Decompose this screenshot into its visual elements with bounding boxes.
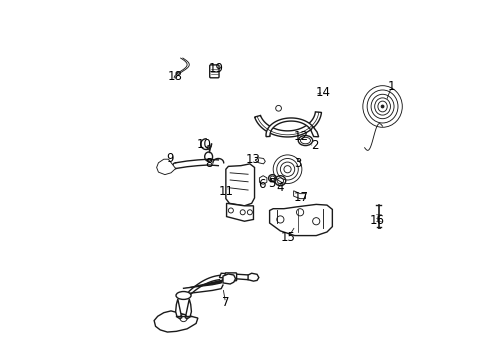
Circle shape bbox=[380, 105, 383, 108]
Polygon shape bbox=[156, 159, 175, 175]
Polygon shape bbox=[154, 311, 198, 332]
Text: 7: 7 bbox=[221, 296, 229, 309]
Text: 17: 17 bbox=[293, 191, 308, 204]
Text: 12: 12 bbox=[293, 130, 308, 144]
Polygon shape bbox=[310, 127, 318, 137]
Polygon shape bbox=[223, 274, 235, 284]
Polygon shape bbox=[265, 118, 314, 137]
FancyBboxPatch shape bbox=[209, 65, 219, 78]
Polygon shape bbox=[219, 273, 249, 280]
Text: 10: 10 bbox=[196, 138, 211, 150]
Text: 14: 14 bbox=[315, 86, 330, 99]
Polygon shape bbox=[185, 299, 191, 319]
Text: 1: 1 bbox=[387, 80, 394, 93]
Polygon shape bbox=[293, 191, 305, 199]
FancyBboxPatch shape bbox=[224, 273, 236, 281]
Text: 18: 18 bbox=[167, 69, 183, 82]
Polygon shape bbox=[225, 164, 254, 206]
Text: 16: 16 bbox=[369, 214, 384, 227]
Text: 19: 19 bbox=[208, 62, 223, 75]
Polygon shape bbox=[255, 158, 265, 164]
Text: 3: 3 bbox=[293, 157, 301, 170]
Text: 9: 9 bbox=[166, 152, 173, 165]
Text: 8: 8 bbox=[204, 157, 212, 170]
Text: 2: 2 bbox=[310, 139, 318, 152]
Polygon shape bbox=[254, 112, 321, 137]
Polygon shape bbox=[226, 203, 253, 221]
Text: 4: 4 bbox=[275, 181, 283, 194]
Text: 11: 11 bbox=[219, 185, 234, 198]
Polygon shape bbox=[269, 204, 332, 235]
Text: 15: 15 bbox=[280, 231, 295, 244]
Polygon shape bbox=[247, 273, 258, 281]
Text: 6: 6 bbox=[258, 178, 265, 191]
Text: 13: 13 bbox=[245, 153, 260, 166]
Polygon shape bbox=[175, 299, 182, 319]
Text: 5: 5 bbox=[267, 177, 275, 190]
Polygon shape bbox=[259, 176, 266, 184]
Polygon shape bbox=[183, 279, 223, 288]
Ellipse shape bbox=[176, 292, 191, 300]
